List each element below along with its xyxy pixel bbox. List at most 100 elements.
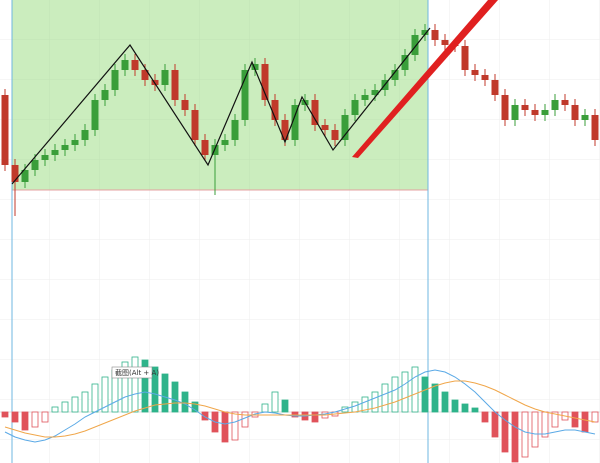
macd-bar	[471, 407, 479, 413]
candle-body	[31, 160, 39, 170]
macd-bar	[411, 366, 419, 413]
candle-body	[71, 140, 79, 145]
macd-bar	[121, 361, 129, 413]
candle-body	[171, 70, 179, 100]
macd-bar	[591, 411, 599, 423]
macd-bar	[371, 391, 379, 413]
arrow-annotation	[352, 0, 498, 158]
candle-body	[121, 60, 129, 70]
macd-bar	[191, 401, 199, 413]
candle-body	[501, 95, 509, 120]
macd-bar	[21, 411, 29, 431]
tooltip-text: 截图(Alt + A)	[115, 368, 159, 377]
candle-body	[471, 70, 479, 75]
candle-body	[521, 105, 529, 110]
candle-body	[531, 110, 539, 115]
candle-body	[161, 70, 169, 85]
dea-line	[4, 380, 596, 438]
candle-body	[421, 30, 429, 35]
macd-bar	[51, 406, 59, 413]
macd-bar	[461, 403, 469, 413]
candle-body	[101, 90, 109, 100]
macd-bar	[511, 411, 519, 463]
tooltip: 截图(Alt + A)	[111, 366, 159, 379]
candle-body	[511, 105, 519, 120]
candle-body	[591, 115, 599, 140]
macd-bar	[11, 411, 19, 423]
macd-bar	[241, 411, 249, 428]
macd-bar	[311, 411, 319, 423]
candle-body	[251, 64, 259, 70]
candle-body	[331, 130, 339, 140]
macd-bar	[381, 383, 389, 413]
candle-body	[281, 120, 289, 140]
candle-body	[231, 120, 239, 140]
candle-body	[91, 100, 99, 130]
macd-bar	[431, 383, 439, 413]
macd-panel	[1, 356, 599, 463]
candle-body	[1, 95, 9, 165]
macd-bar	[91, 383, 99, 413]
candle-body	[491, 80, 499, 95]
macd-bar	[161, 373, 169, 413]
macd-bar	[201, 411, 209, 421]
macd-bar	[71, 396, 79, 413]
macd-bar	[551, 411, 559, 428]
candle-body	[441, 40, 449, 45]
candle-body	[271, 100, 279, 120]
candle-body	[131, 60, 139, 70]
macd-bar	[501, 411, 509, 453]
candle-body	[191, 110, 199, 140]
macd-bar	[151, 366, 159, 413]
candle-body	[361, 95, 369, 100]
candle-body	[11, 165, 19, 182]
candle-body	[431, 30, 439, 40]
candle-body	[541, 110, 549, 115]
zigzag-annotation	[11, 27, 431, 185]
macd-bar	[61, 401, 69, 413]
highlight-region	[12, 0, 428, 190]
macd-bar	[231, 411, 239, 441]
candle-body	[221, 140, 229, 145]
macd-bar	[181, 391, 189, 413]
dif-line	[4, 369, 596, 443]
macd-bar	[581, 411, 589, 433]
candle-body	[141, 70, 149, 80]
macd-bar	[481, 411, 489, 423]
candle-body	[201, 140, 209, 155]
macd-bar	[1, 411, 9, 418]
candle-body	[351, 100, 359, 115]
macd-bar	[531, 411, 539, 448]
macd-bar	[81, 391, 89, 413]
candle-body	[391, 70, 399, 80]
candle-body	[61, 145, 69, 150]
candle-body	[111, 70, 119, 90]
macd-bar	[281, 399, 289, 413]
macd-bar	[441, 391, 449, 413]
candle-body	[401, 55, 409, 70]
macd-bar	[521, 411, 529, 458]
candle-body	[291, 105, 299, 140]
candle-body	[341, 115, 349, 140]
macd-bar	[261, 403, 269, 413]
candle-body	[261, 64, 269, 100]
macd-bar	[221, 411, 229, 443]
macd-bar	[141, 359, 149, 413]
macd-bar	[171, 381, 179, 413]
macd-bar	[571, 411, 579, 428]
candle-body	[371, 90, 379, 95]
candle-body	[561, 100, 569, 105]
candle-body	[461, 46, 469, 70]
candle-body	[51, 150, 59, 155]
candle-body	[311, 100, 319, 125]
candle-body	[411, 35, 419, 55]
candles	[1, 24, 599, 216]
macd-bar	[451, 399, 459, 413]
macd-bar	[41, 411, 49, 423]
macd-bar	[101, 376, 109, 413]
candle-body	[571, 105, 579, 120]
candle-body	[181, 100, 189, 110]
candle-body	[81, 130, 89, 140]
macd-bar	[391, 376, 399, 413]
